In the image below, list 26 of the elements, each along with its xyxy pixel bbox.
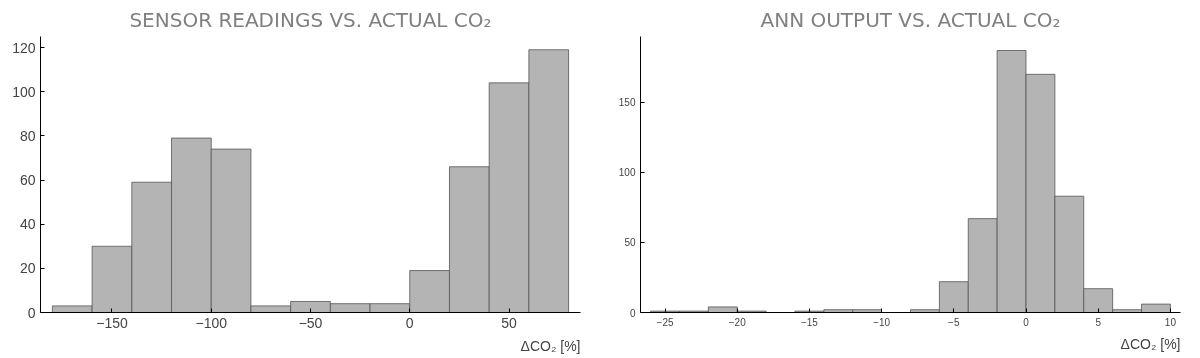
x-tick-label: 0 (1023, 316, 1030, 328)
chart-title: SENSOR READINGS VS. ACTUAL CO₂ (129, 7, 492, 32)
x-tick-label: 0 (405, 314, 414, 331)
y-tick-label: 120 (12, 39, 36, 56)
chart-title: ANN OUTPUT VS. ACTUAL CO₂ (760, 7, 1061, 32)
x-tick-label: 5 (1095, 316, 1102, 328)
x-axis-title: ΔCO₂ [%] (1120, 335, 1181, 352)
x-tick-label: −5 (948, 316, 960, 328)
x-tick-label: −25 (656, 316, 674, 328)
y-tick-label: 150 (618, 97, 636, 109)
y-tick-label: 60 (19, 172, 36, 189)
x-tick-label: 10 (1164, 316, 1177, 328)
y-tick-label: 100 (618, 167, 636, 179)
x-tick-label: −50 (298, 314, 323, 331)
x-tick-label: −100 (195, 314, 228, 331)
x-tick-label: −10 (873, 316, 891, 328)
y-tick-label: 20 (19, 260, 36, 277)
y-tick-label: 50 (624, 237, 636, 249)
x-axis-title: ΔCO₂ [%] (520, 337, 581, 354)
x-tick-label: −15 (800, 316, 819, 328)
x-tick-label: 50 (501, 314, 518, 331)
x-tick-label: −20 (728, 316, 747, 328)
y-tick-label: 100 (12, 83, 36, 100)
y-tick-label: 80 (19, 127, 36, 144)
y-tick-label: 40 (19, 216, 36, 233)
x-tick-label: −150 (96, 314, 128, 331)
